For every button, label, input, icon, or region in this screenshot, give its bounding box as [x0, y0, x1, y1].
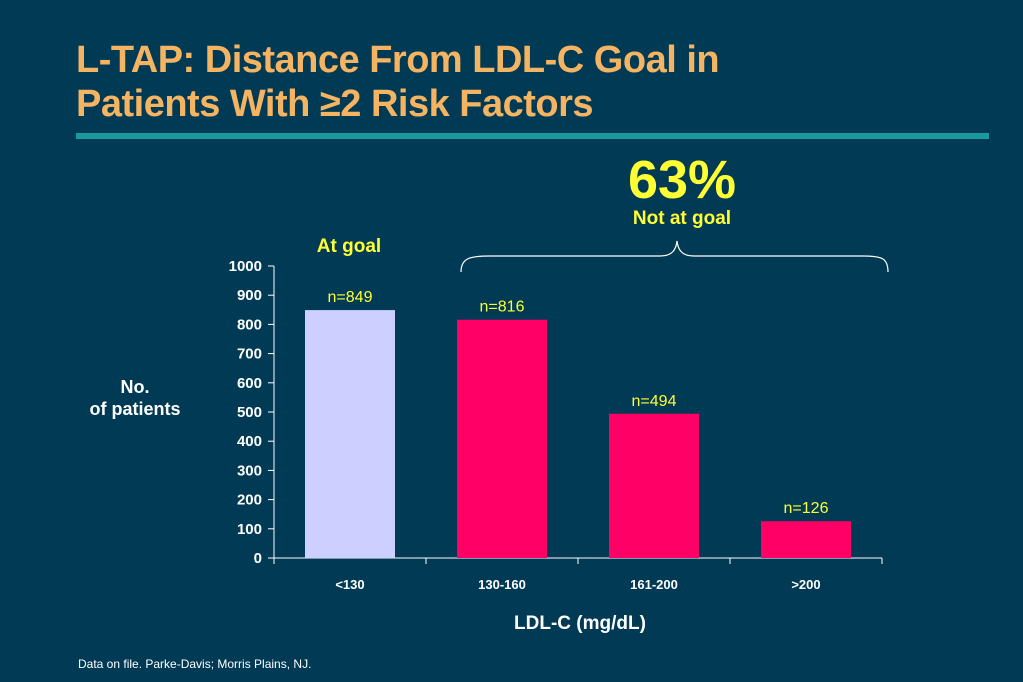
- title-line-1: L-TAP: Distance From LDL-C Goal in: [76, 39, 720, 81]
- y-tick-label: 900: [237, 287, 262, 304]
- bar-data-label: n=816: [480, 299, 525, 316]
- y-tick-label: 300: [237, 462, 262, 479]
- bar-0: [305, 310, 395, 558]
- bar-3: [761, 521, 851, 558]
- not-at-goal-brace: [460, 240, 889, 273]
- y-axis-label-line-1: No.: [120, 377, 150, 397]
- bar-1: [457, 319, 547, 558]
- bar-2: [609, 413, 699, 558]
- not-at-goal-label: Not at goal: [632, 208, 732, 229]
- y-tick-label: 500: [237, 404, 262, 421]
- y-tick-label: 400: [237, 433, 262, 450]
- y-tick-label: 700: [237, 346, 262, 363]
- x-tick-label: 161-200: [630, 577, 678, 592]
- footnote: Data on file. Parke-Davis; Morris Plains…: [78, 657, 312, 671]
- y-tick-label: 800: [237, 316, 262, 333]
- y-tick-label: 100: [237, 521, 262, 538]
- y-tick-label: 0: [254, 550, 262, 567]
- y-tick-label: 200: [237, 492, 262, 509]
- title-divider: [76, 133, 989, 139]
- x-axis-label: LDL-C (mg/dL): [514, 613, 646, 634]
- percent-not-at-goal: 63%: [627, 150, 737, 210]
- title-line-2: Patients With ≥2 Risk Factors: [76, 83, 594, 125]
- y-axis-label: No. of patients: [70, 376, 200, 420]
- y-tick-label: 600: [237, 375, 262, 392]
- y-axis-label-line-2: of patients: [89, 399, 181, 419]
- slide-title: L-TAP: Distance From LDL-C Goal in Patie…: [76, 38, 720, 126]
- at-goal-label: At goal: [316, 236, 382, 257]
- x-tick-label: 130-160: [478, 577, 526, 592]
- bar-data-label: n=849: [328, 289, 373, 306]
- x-tick-label: >200: [791, 577, 820, 592]
- x-tick-label: <130: [335, 577, 364, 592]
- y-tick-label: 1000: [229, 258, 262, 275]
- bar-data-label: n=494: [632, 393, 677, 410]
- bar-data-label: n=126: [784, 500, 829, 517]
